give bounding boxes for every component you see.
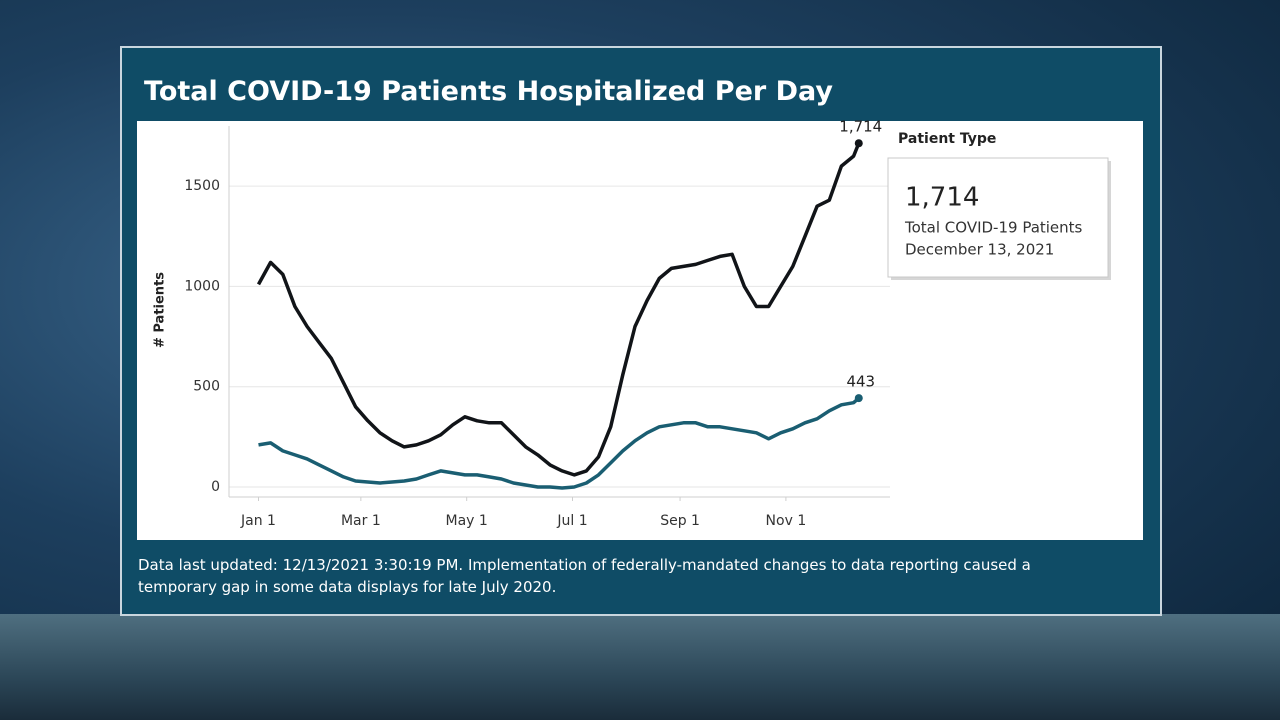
end-point bbox=[854, 394, 863, 403]
background-floor bbox=[0, 614, 1280, 720]
y-axis-label: # Patients bbox=[153, 272, 168, 348]
tooltip-box bbox=[887, 157, 1109, 278]
x-tick-label: May 1 bbox=[446, 513, 488, 529]
series-line bbox=[258, 396, 860, 490]
dashboard-title: Total COVID-19 Patients Hospitalized Per… bbox=[144, 76, 834, 107]
end-point bbox=[854, 139, 863, 148]
tooltip-series: Total COVID-19 Patients bbox=[904, 219, 1083, 237]
footnote: Data last updated: 12/13/2021 3:30:19 PM… bbox=[138, 556, 1031, 596]
x-tick-label: Jul 1 bbox=[556, 513, 587, 529]
x-tick-label: Sep 1 bbox=[660, 513, 700, 529]
y-tick-label: 500 bbox=[193, 379, 220, 395]
end-label: 443 bbox=[846, 373, 875, 391]
x-tick-label: Mar 1 bbox=[341, 513, 381, 529]
legend-title: Patient Type bbox=[898, 131, 996, 147]
end-label: 1,714 bbox=[839, 118, 882, 136]
x-tick-label: Jan 1 bbox=[240, 513, 276, 529]
tooltip: 1,714 Total COVID-19 Patients December 1… bbox=[887, 157, 1111, 280]
x-tick-label: Nov 1 bbox=[766, 513, 807, 529]
y-tick-label: 0 bbox=[211, 479, 220, 495]
tooltip-date: December 13, 2021 bbox=[905, 241, 1054, 259]
series-line bbox=[256, 142, 861, 477]
tooltip-value: 1,714 bbox=[905, 183, 979, 213]
y-tick-label: 1000 bbox=[184, 278, 220, 294]
y-tick-label: 1500 bbox=[184, 178, 220, 194]
